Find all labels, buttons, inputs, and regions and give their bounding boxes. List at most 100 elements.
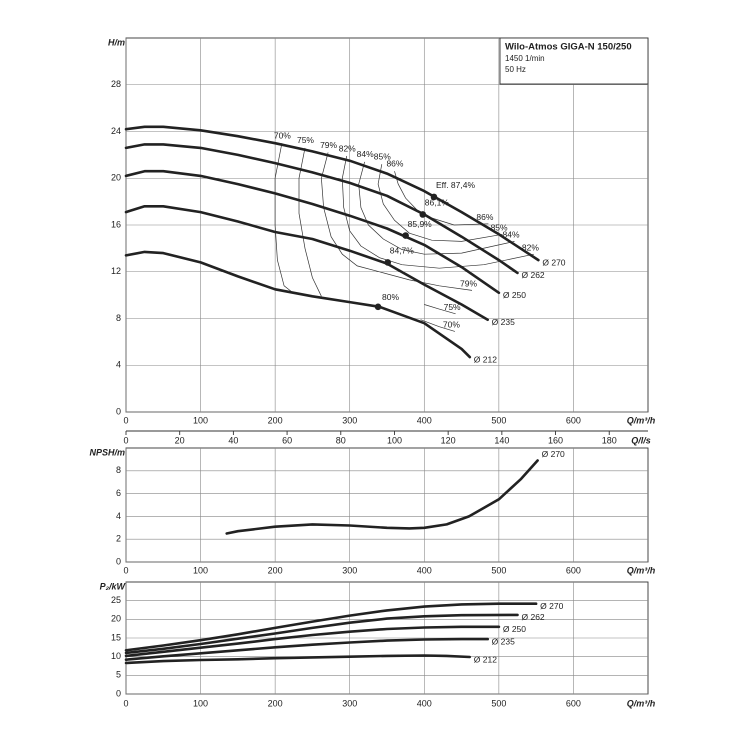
- y-tick-label: 8: [116, 313, 121, 323]
- best-efficiency-label: 86,1%: [425, 198, 450, 208]
- efficiency-label: 86%: [386, 158, 403, 168]
- curve-label: Ø 270: [542, 257, 565, 267]
- best-efficiency-label: Eff. 87,4%: [436, 180, 476, 190]
- y-tick-label: 16: [111, 219, 121, 229]
- efficiency-label: 82%: [522, 242, 539, 252]
- x-tick-label: 0: [123, 565, 128, 575]
- best-efficiency-point: [384, 259, 392, 266]
- x-tick-label: 300: [342, 698, 357, 708]
- curve-label: Ø 250: [503, 624, 526, 634]
- efficiency-curve: [377, 164, 503, 242]
- x-tick-label: 400: [417, 698, 432, 708]
- y-tick-label: 20: [111, 173, 121, 183]
- best-efficiency-label: 85,9%: [408, 219, 433, 229]
- curve-label: Ø 235: [492, 317, 515, 327]
- curve: [124, 250, 472, 359]
- x2-tick-label: 100: [387, 435, 402, 445]
- y-tick-label: 20: [111, 614, 121, 624]
- x-tick-label: 100: [193, 698, 208, 708]
- chart-subtitle: 1450 1/min: [505, 54, 545, 63]
- efficiency-curve: [341, 155, 534, 269]
- x-tick-label: 300: [342, 415, 357, 425]
- y-tick-label: 10: [111, 651, 121, 661]
- x-tick-label: 500: [491, 565, 506, 575]
- x-tick-label: 300: [342, 565, 357, 575]
- x-tick-label: 100: [193, 415, 208, 425]
- curve: [124, 625, 501, 658]
- efficiency-label: 86%: [476, 212, 493, 222]
- efficiency-label: 84%: [357, 149, 374, 159]
- best-efficiency-point: [430, 193, 438, 201]
- curve: [124, 125, 540, 262]
- x2-tick-label: 40: [228, 435, 238, 445]
- x-tick-label: 0: [123, 415, 128, 425]
- x2-tick-label: 120: [441, 435, 456, 445]
- y-tick-label: 2: [116, 534, 121, 544]
- best-efficiency-label: 80%: [382, 292, 399, 302]
- x2-axis-label: Q/l/s: [631, 435, 651, 445]
- best-efficiency-point: [419, 211, 427, 218]
- efficiency-label: 75%: [297, 135, 314, 145]
- y-tick-label: 4: [116, 360, 121, 370]
- x-tick-label: 400: [417, 415, 432, 425]
- curve: [124, 637, 489, 661]
- x2-tick-label: 140: [494, 435, 509, 445]
- y-tick-label: 6: [116, 488, 121, 498]
- x2-tick-label: 180: [602, 435, 617, 445]
- x-tick-label: 600: [566, 415, 581, 425]
- efficiency-label: 79%: [460, 279, 477, 289]
- x-axis-label: Q/m³/h: [627, 565, 656, 575]
- best-efficiency-label: 84,7%: [390, 246, 415, 256]
- efficiency-label: 85%: [491, 223, 508, 233]
- curve: [124, 613, 519, 655]
- efficiency-curve: [274, 143, 456, 332]
- efficiency-label: 70%: [274, 130, 291, 140]
- x-tick-label: 200: [268, 698, 283, 708]
- efficiency-label: 84%: [503, 230, 520, 240]
- y-tick-label: 0: [116, 406, 121, 416]
- best-efficiency-point: [374, 303, 382, 311]
- best-efficiency-point: [402, 232, 409, 239]
- curve: [124, 169, 501, 295]
- plot-frame: [125, 447, 649, 563]
- y-tick-label: 12: [111, 266, 121, 276]
- y-tick-label: 0: [116, 688, 121, 698]
- efficiency-label: 75%: [444, 302, 461, 312]
- x-tick-label: 100: [193, 565, 208, 575]
- efficiency-curve: [321, 152, 473, 291]
- curve: [124, 205, 489, 321]
- y-tick-label: 0: [116, 556, 121, 566]
- y-tick-label: 25: [111, 595, 121, 605]
- efficiency-label: 70%: [443, 320, 460, 330]
- y-tick-label: 4: [116, 511, 121, 521]
- x-axis-label: Q/m³/h: [627, 415, 656, 425]
- curve-label: Ø 250: [503, 290, 526, 300]
- efficiency-label: 82%: [339, 143, 356, 153]
- y-tick-label: 15: [111, 632, 121, 642]
- x-tick-label: 200: [268, 415, 283, 425]
- chart-subtitle: 50 Hz: [505, 65, 526, 74]
- y-tick-label: 28: [111, 79, 121, 89]
- x2-tick-label: 160: [548, 435, 563, 445]
- y-tick-label: 8: [116, 465, 121, 475]
- y-axis-label: P₂/kW: [100, 581, 127, 591]
- x-tick-label: 600: [566, 565, 581, 575]
- x-tick-label: 500: [491, 415, 506, 425]
- curve: [225, 459, 539, 535]
- curve-label: Ø 262: [522, 270, 545, 280]
- y-tick-label: 5: [116, 670, 121, 680]
- x-tick-label: 200: [268, 565, 283, 575]
- curve: [124, 654, 472, 665]
- x2-tick-label: 80: [336, 435, 346, 445]
- efficiency-curve: [298, 147, 456, 315]
- curve-label: Ø 212: [474, 654, 497, 664]
- title-box: [499, 37, 649, 85]
- x-axis-label: Q/m³/h: [627, 698, 656, 708]
- efficiency-label: 79%: [320, 140, 337, 150]
- curve-label: Ø 270: [540, 601, 563, 611]
- curve-label: Ø 235: [492, 636, 515, 646]
- y-axis-label: H/m: [108, 37, 125, 47]
- chart-title: Wilo-Atmos GIGA-N 150/250: [505, 42, 632, 53]
- curve-label: Ø 262: [522, 612, 545, 622]
